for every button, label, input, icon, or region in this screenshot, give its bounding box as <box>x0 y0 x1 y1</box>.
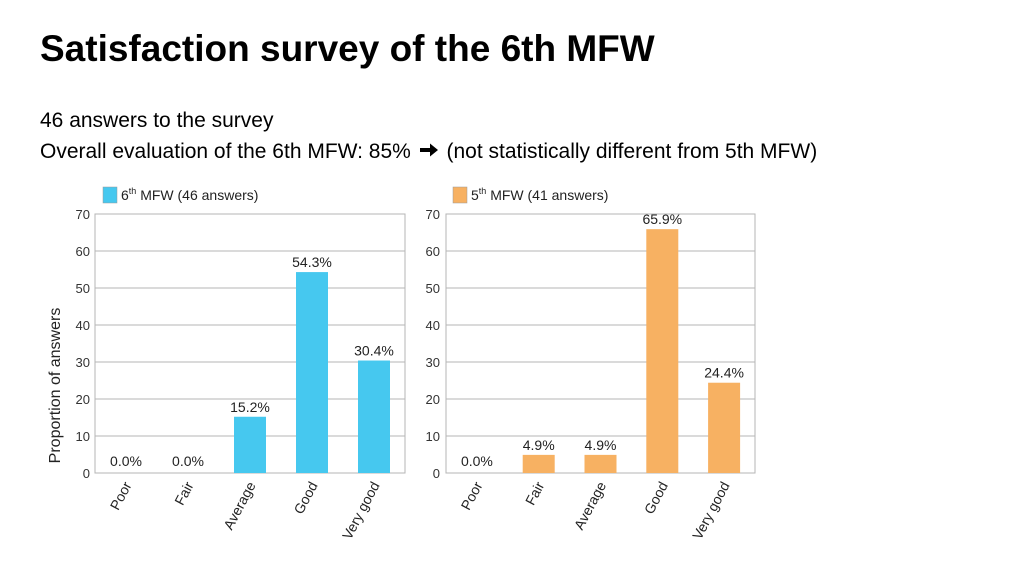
category-label: Average <box>220 479 259 533</box>
category-label: Poor <box>107 479 135 513</box>
legend-text: MFW (46 answers) <box>136 187 258 203</box>
category-label: Very good <box>339 479 383 542</box>
category-label: Fair <box>171 479 197 508</box>
slide-title: Satisfaction survey of the 6th MFW <box>40 28 655 69</box>
chart-2: 0 10 20 30 40 50 60 70 5th MFW (41 answers) 0.0% P… <box>426 186 756 542</box>
y-tick-label: 40 <box>426 318 440 333</box>
overall-evaluation-line: Overall evaluation of the 6th MFW: 85% (… <box>40 140 817 164</box>
answers-count-text: 46 answers to the survey <box>40 109 274 132</box>
comparison-note: (not statistically different from 5th MF… <box>446 140 818 163</box>
y-tick-label: 50 <box>426 281 440 296</box>
y-tick-label: 10 <box>76 429 90 444</box>
legend-label: 6th MFW (46 answers) <box>121 186 258 203</box>
y-tick-label: 0 <box>83 466 90 481</box>
category-label: Average <box>571 479 610 533</box>
data-label: 4.9% <box>523 437 555 453</box>
data-label: 15.2% <box>230 399 270 415</box>
data-label: 54.3% <box>292 254 332 270</box>
legend-text: MFW (41 answers) <box>486 187 608 203</box>
legend-superscript: th <box>129 186 137 196</box>
y-tick-label: 10 <box>426 429 440 444</box>
category-label: Good <box>290 479 320 517</box>
y-tick-label: 0 <box>433 466 440 481</box>
data-label: 0.0% <box>461 453 493 469</box>
y-tick-label: 40 <box>76 318 90 333</box>
legend-label: 5th MFW (41 answers) <box>471 186 608 203</box>
bar <box>234 416 266 473</box>
bar <box>358 360 390 473</box>
y-tick-label: 20 <box>426 392 440 407</box>
bar <box>646 229 679 473</box>
bar <box>708 382 741 473</box>
category-label: Very good <box>689 479 733 542</box>
bar <box>296 272 328 473</box>
y-tick-label: 30 <box>76 355 90 370</box>
data-label: 0.0% <box>172 453 204 469</box>
category-label: Good <box>641 479 671 517</box>
data-label: 65.9% <box>642 211 682 227</box>
y-tick-label: 20 <box>76 392 90 407</box>
y-tick-label: 70 <box>426 207 440 222</box>
bar <box>522 454 555 473</box>
category-label: Fair <box>522 479 548 508</box>
bar <box>584 454 617 473</box>
legend-swatch <box>452 186 468 204</box>
y-tick-label: 60 <box>426 244 440 259</box>
category-label: Poor <box>458 479 486 513</box>
data-label: 24.4% <box>704 365 744 381</box>
legend-superscript: th <box>479 186 487 196</box>
data-label: 0.0% <box>110 453 142 469</box>
legend-number: 6 <box>121 187 129 203</box>
data-label: 30.4% <box>354 343 394 359</box>
y-tick-label: 70 <box>76 207 90 222</box>
y-tick-label: 30 <box>426 355 440 370</box>
data-label: 4.9% <box>585 437 617 453</box>
y-axis-label: Proportion of answers <box>47 308 64 464</box>
y-tick-label: 50 <box>76 281 90 296</box>
legend-number: 5 <box>471 187 479 203</box>
chart-1: 0 10 20 30 40 50 60 70 6th MFW (46 answers) Propo… <box>47 186 406 542</box>
overall-evaluation-text: Overall evaluation of the 6th MFW: 85% <box>40 140 411 163</box>
y-tick-label: 60 <box>76 244 90 259</box>
legend-swatch <box>102 186 118 204</box>
arrow-right-icon <box>419 143 438 157</box>
